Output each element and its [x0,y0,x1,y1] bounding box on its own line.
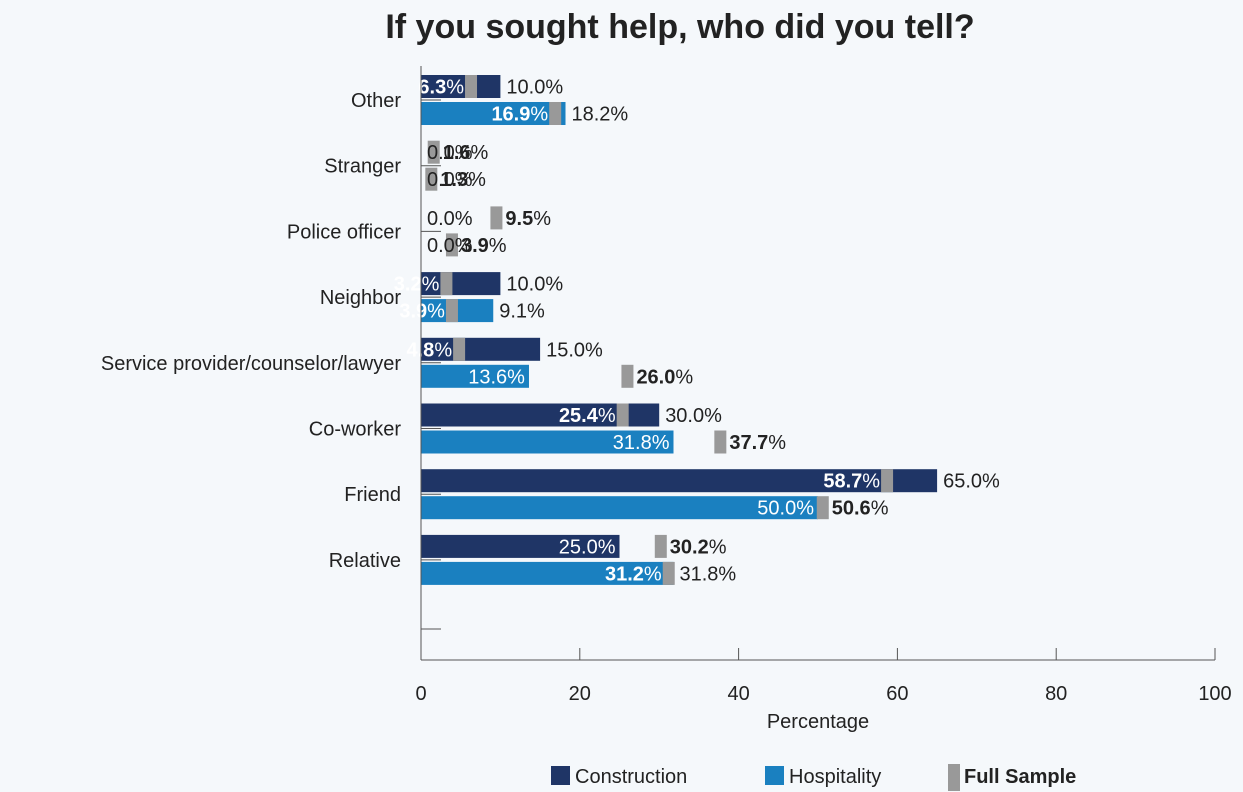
x-tick-label: 0 [415,683,426,705]
full-sample-marker [662,561,675,585]
full-sample-label: 16.9% [491,104,548,126]
category-label: Friend [344,484,401,506]
legend-swatch-hospitality [765,766,784,785]
full-sample-marker [654,534,667,558]
construction-bar [421,75,501,98]
category-label: Relative [329,550,401,572]
x-tick-label: 80 [1045,683,1067,705]
category-label: Co-worker [309,419,402,441]
construction-value-label: 10.0% [506,274,563,296]
legend-swatch-full-sample [948,764,960,791]
hospitality-value-label: 13.6% [468,366,525,388]
legend-label-construction: Construction [575,766,687,788]
full-sample-label: 3.2% [394,274,440,296]
full-sample-marker [621,364,634,388]
hospitality-bar [421,430,674,454]
hospitality-value-label: 18.2% [572,104,629,126]
legend-swatch-construction [551,766,570,785]
full-sample-marker [440,272,453,296]
full-sample-label: 4.8% [407,339,453,361]
hospitality-bar [421,102,566,125]
full-sample-marker [427,140,440,164]
construction-value-label: 0.0% [427,142,473,164]
full-sample-label: 3.9% [399,301,445,323]
full-sample-marker [881,469,894,493]
category-label: Service provider/counselor/lawyer [101,353,401,375]
full-sample-label: 25.4% [559,405,616,427]
category-label: Stranger [324,156,401,178]
construction-value-label: 0.0% [427,208,473,230]
legend-label-hospitality: Hospitality [789,766,881,788]
full-sample-label: 50.6% [832,498,889,520]
full-sample-label: 9.5% [505,208,551,230]
hospitality-value-label: 50.0% [757,498,814,520]
construction-bar [421,469,938,493]
construction-value-label: 25.0% [559,536,616,558]
full-sample-marker [490,206,503,230]
hospitality-bar [421,496,818,520]
full-sample-label: 3.9% [461,235,507,257]
x-tick-label: 100 [1198,683,1231,705]
full-sample-marker [714,430,727,454]
full-sample-marker [616,403,629,427]
chart-title: If you sought help, who did you tell? [385,8,974,46]
full-sample-label: 6.3% [418,77,464,99]
category-label: Police officer [287,221,401,243]
category-label: Other [351,90,401,112]
full-sample-marker [465,75,478,98]
full-sample-marker [425,167,438,191]
hospitality-value-label: 0.0% [427,235,473,257]
construction-bar [421,534,620,558]
legend: Construction Hospitality Full Sample [551,764,1076,791]
full-sample-label: 58.7% [823,471,880,493]
full-sample-label: 1.6% [443,142,489,164]
construction-bar [421,403,660,427]
hospitality-value-label: 9.1% [499,301,545,323]
full-sample-label: 30.2% [670,536,727,558]
full-sample-marker [445,299,458,323]
hospitality-value-label: 0.0% [427,169,473,191]
hospitality-bar [421,364,529,388]
full-sample-label: 31.2% [605,563,662,585]
full-sample-marker [549,102,562,125]
full-sample-marker [453,337,466,361]
full-sample-marker [816,496,829,520]
legend-label-full-sample: Full Sample [964,766,1076,788]
x-tick-label: 60 [886,683,908,705]
construction-value-label: 15.0% [546,339,603,361]
hospitality-bar [421,561,674,585]
full-sample-label: 1.3% [440,169,486,191]
hospitality-value-label: 31.8% [679,563,736,585]
construction-value-label: 10.0% [506,77,563,99]
construction-value-label: 30.0% [665,405,722,427]
construction-value-label: 65.0% [943,471,1000,493]
x-axis-ticks: 0 20 40 60 80 100 [415,648,1232,705]
x-tick-label: 20 [569,683,591,705]
construction-bar [421,337,541,361]
x-axis-label: Percentage [767,711,869,733]
hospitality-value-label: 31.8% [613,432,670,454]
full-sample-label: 37.7% [729,432,786,454]
category-label: Neighbor [320,287,402,309]
full-sample-label: 26.0% [636,366,693,388]
full-sample-marker [445,233,458,257]
x-tick-label: 40 [727,683,749,705]
